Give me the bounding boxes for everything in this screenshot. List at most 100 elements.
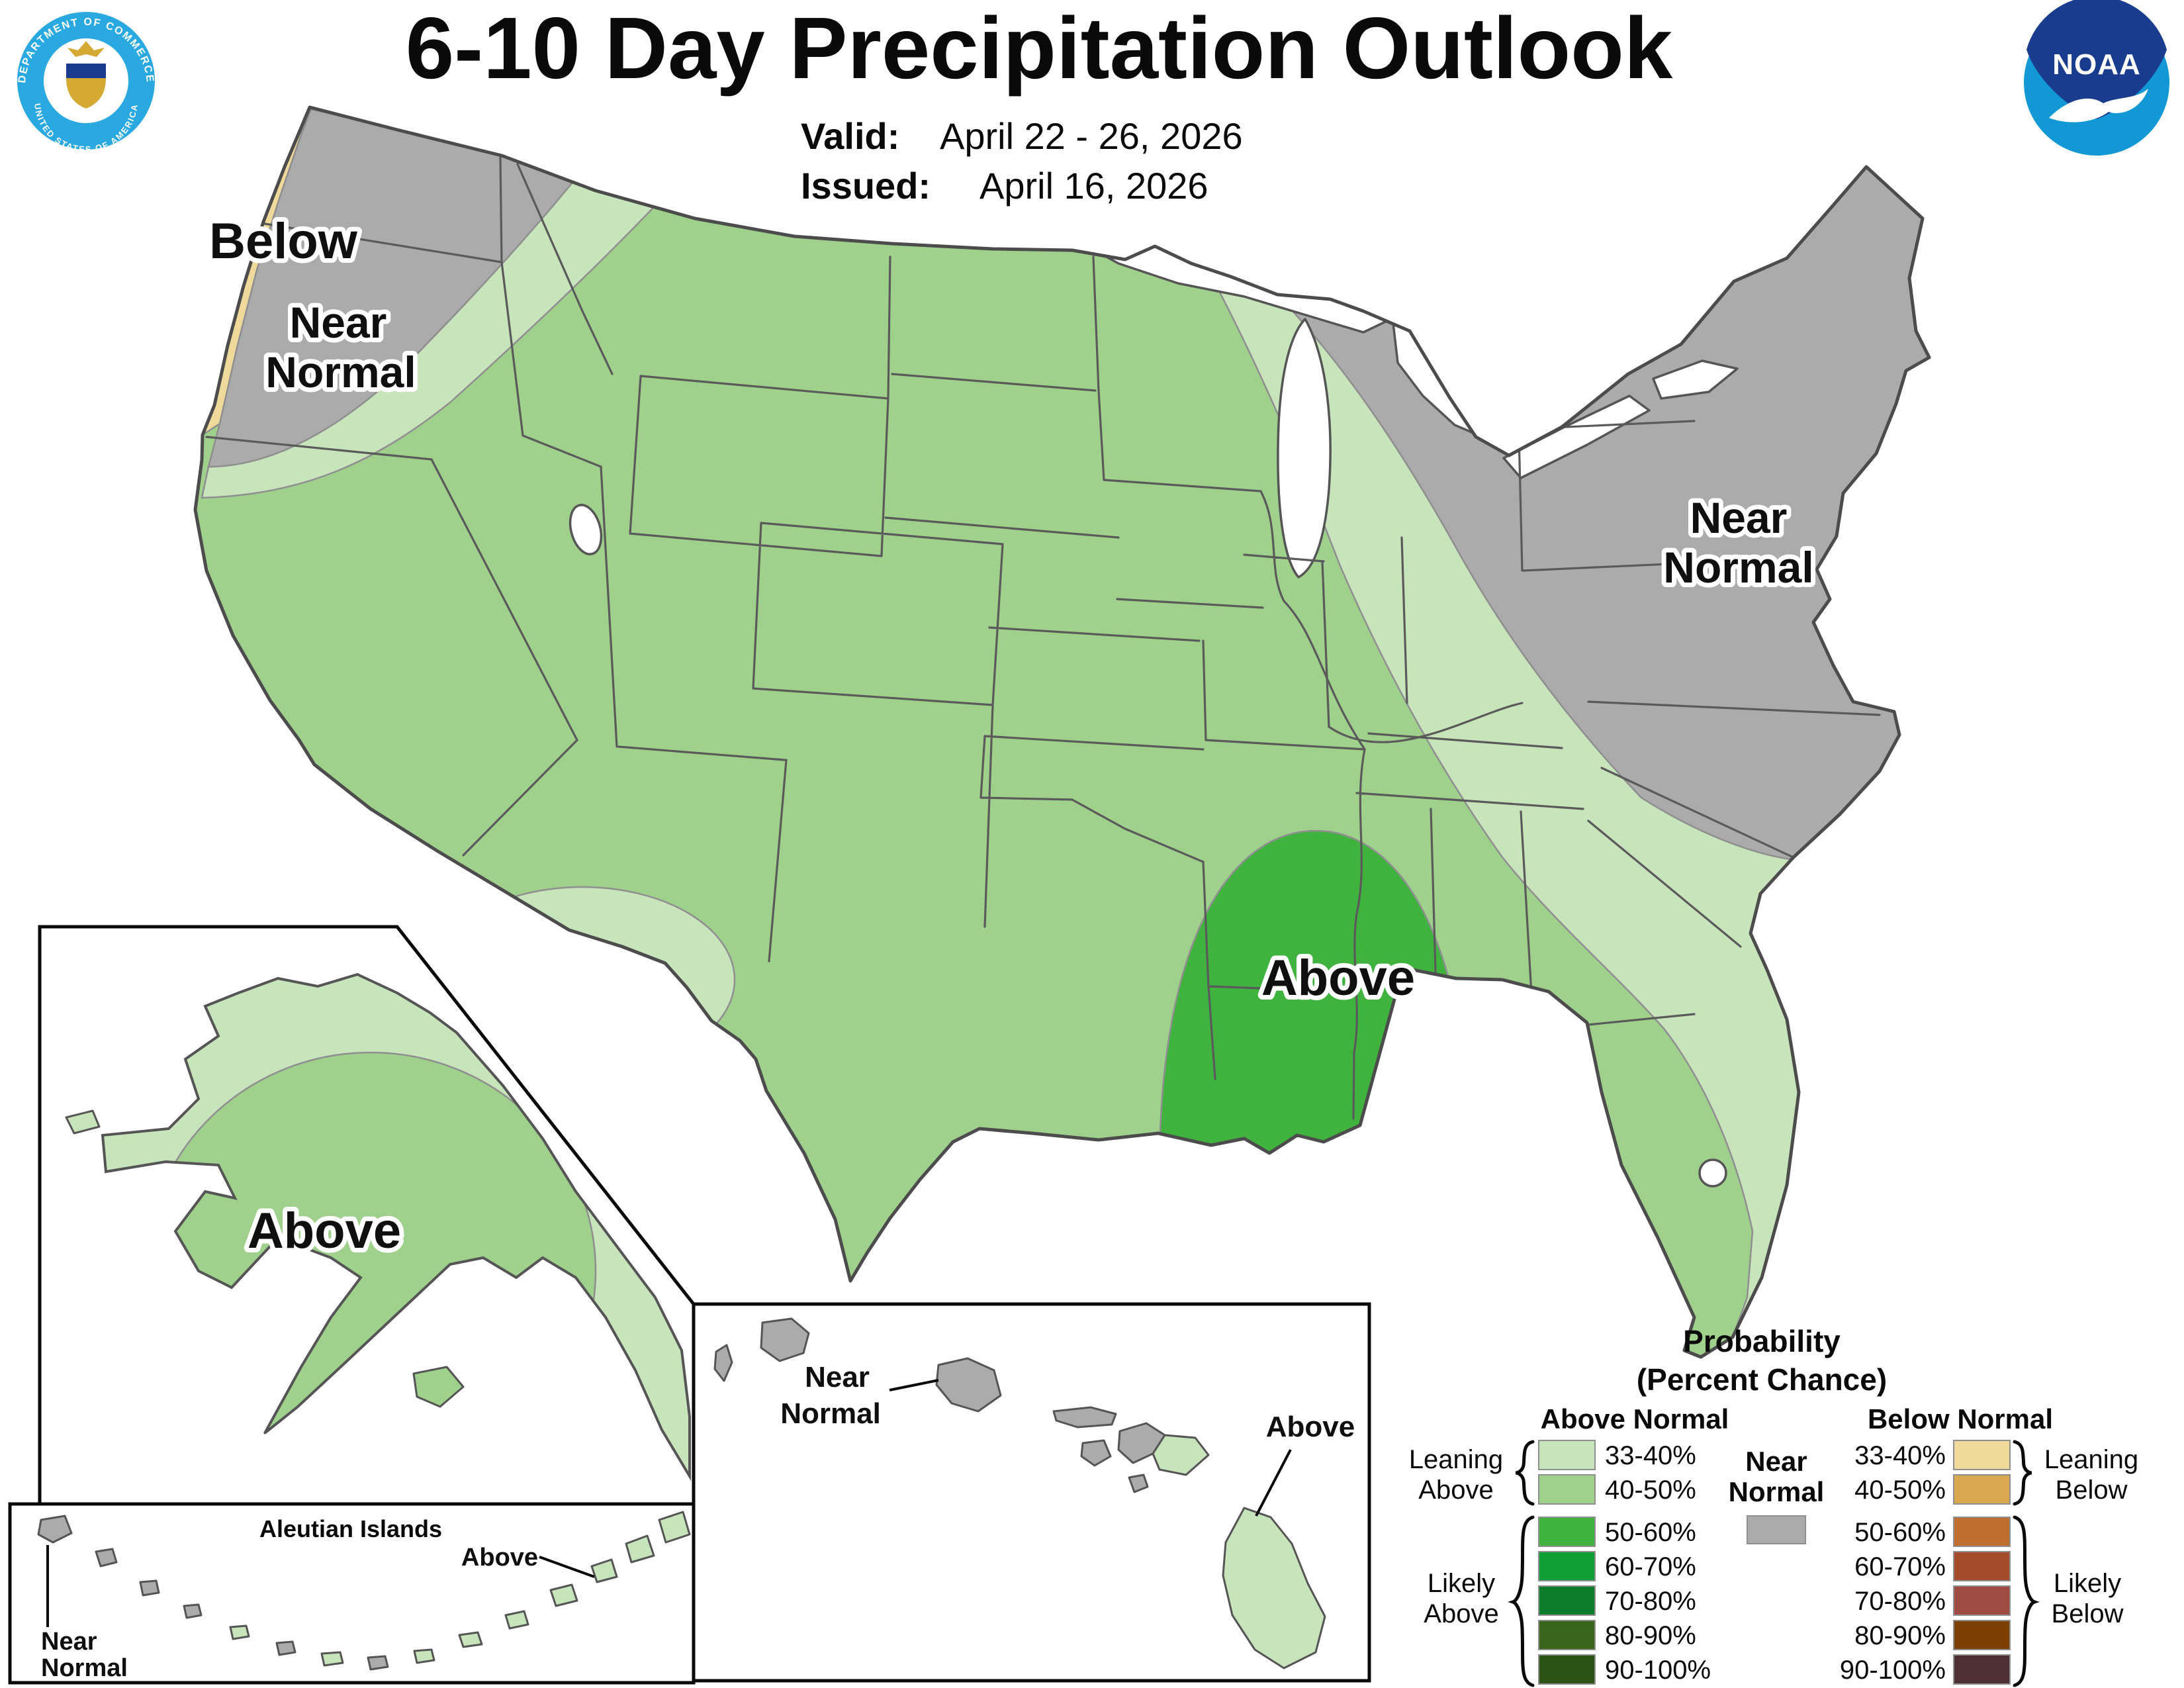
above-range-4: 70-80%	[1605, 1587, 1696, 1616]
below-range-1: 40-50%	[1854, 1476, 1946, 1505]
oahu-island	[935, 1357, 1002, 1413]
label-aleutian-above: Above	[461, 1544, 538, 1571]
legend-above-header: Above Normal	[1541, 1403, 1729, 1434]
maui-east	[1152, 1434, 1210, 1476]
aleutian-island	[139, 1579, 160, 1597]
great-salt-lake	[569, 504, 603, 555]
above-range-3: 60-70%	[1605, 1552, 1696, 1581]
valid-label: Valid:	[801, 115, 899, 157]
legend-title-line2: (Percent Chance)	[1637, 1362, 1887, 1397]
label-aleutian-title: Aleutian Islands	[259, 1515, 442, 1542]
region-nw-near-normal	[207, 108, 576, 468]
below-range-3: 60-70%	[1854, 1552, 1946, 1581]
above-range-0: 33-40%	[1605, 1441, 1696, 1470]
page-title: 6-10 Day Precipitation Outlook	[406, 0, 1673, 97]
hawaii-big-island	[1222, 1507, 1326, 1669]
label-hawaii-near-line2: Normal	[780, 1397, 881, 1430]
below-range-4: 70-80%	[1854, 1587, 1946, 1616]
aleutian-islands-chain	[37, 1511, 691, 1671]
below-swatch-80-90	[1953, 1620, 2011, 1650]
doc-seal-shield-chief	[66, 64, 106, 78]
below-swatch-60-70	[1953, 1551, 2011, 1581]
hawaii-inset: Near Normal Above	[692, 1302, 1371, 1683]
above-range-5: 80-90%	[1605, 1621, 1696, 1650]
noaa-logo-fan	[2026, 0, 2167, 119]
above-swatch-50-60	[1538, 1517, 1596, 1547]
below-swatch-70-80	[1953, 1585, 2011, 1616]
valid-value: April 22 - 26, 2026	[940, 115, 1243, 157]
kauai-island	[760, 1317, 810, 1362]
legend-below-swatches: 33-40% 40-50% 50-60% 60-70% 70-80% 80-90…	[1840, 1440, 2011, 1685]
label-nw-below: Below	[209, 213, 358, 269]
legend-likely-above-line1: Likely	[1428, 1569, 1495, 1598]
legend-above-swatches: 33-40% 40-50% 50-60% 60-70% 70-80% 80-90…	[1538, 1440, 1711, 1685]
leaning-above-brace	[1515, 1440, 1535, 1506]
kahoolawe-island	[1128, 1474, 1149, 1493]
issued-value: April 16, 2026	[979, 165, 1208, 207]
aleutian-island	[275, 1640, 296, 1656]
aleutian-island	[549, 1583, 578, 1607]
likely-below-brace	[2013, 1515, 2040, 1687]
aleutian-island	[183, 1603, 203, 1619]
doc-seal-eagle	[68, 41, 105, 57]
label-ne-near-line2: Normal	[1663, 543, 1813, 592]
below-swatch-40-50	[1953, 1474, 2011, 1505]
aleutian-island	[504, 1610, 529, 1630]
legend-likely-below-line1: Likely	[2054, 1569, 2121, 1598]
aleutian-above-pointer	[539, 1556, 595, 1578]
legend-below-header: Below Normal	[1868, 1403, 2053, 1434]
label-nw-near-line2: Normal	[265, 348, 416, 397]
lake-okeechobee	[1698, 1158, 1727, 1188]
aleutian-island-west	[37, 1515, 73, 1544]
above-swatch-40-50	[1538, 1474, 1596, 1505]
legend-likely-below-line2: Below	[2052, 1599, 2124, 1628]
aleutian-island	[95, 1548, 118, 1568]
label-south-above: Above	[1261, 950, 1415, 1006]
above-swatch-70-80	[1538, 1585, 1596, 1616]
aleutian-island	[320, 1651, 344, 1667]
aleutian-island	[590, 1558, 618, 1583]
above-range-6: 90-100%	[1605, 1656, 1711, 1685]
aleutian-island-east	[658, 1511, 691, 1544]
molokai-island	[1052, 1406, 1117, 1429]
legend-near-line1: Near	[1745, 1446, 1807, 1477]
label-ne-near-line1: Near	[1690, 493, 1788, 542]
above-swatch-33-40	[1538, 1440, 1596, 1470]
label-hawaii-above: Above	[1266, 1411, 1355, 1443]
aleutian-island	[458, 1631, 483, 1648]
legend-near-line2: Normal	[1729, 1476, 1825, 1507]
below-swatch-50-60	[1953, 1517, 2011, 1547]
aleutian-inset: Aleutian Islands Near Normal Above	[8, 1502, 696, 1685]
near-normal-swatch	[1747, 1515, 1806, 1544]
doc-commerce-seal: DEPARTMENT OF COMMERCE UNITED STATES OF …	[17, 12, 155, 154]
aleutian-island	[229, 1624, 250, 1640]
aleutian-island	[625, 1534, 655, 1564]
issued-label: Issued:	[801, 165, 931, 207]
legend-leaning-above-line2: Above	[1418, 1476, 1493, 1505]
lanai-island	[1080, 1439, 1112, 1467]
label-hawaii-near-line1: Near	[805, 1361, 870, 1393]
legend-likely-above-line2: Above	[1424, 1599, 1498, 1628]
lake-michigan	[1277, 318, 1332, 579]
legend-title-line1: Probability	[1683, 1324, 1841, 1358]
leaning-below-brace	[2013, 1440, 2032, 1506]
legend: Probability (Percent Chance) Above Norma…	[1409, 1324, 2138, 1687]
above-range-2: 50-60%	[1605, 1518, 1696, 1547]
legend-leaning-below-line1: Leaning	[2044, 1445, 2138, 1474]
legend-leaning-above-line1: Leaning	[1409, 1445, 1503, 1474]
label-aleutian-near-line1: Near	[41, 1628, 97, 1656]
hawaii-above-pointer	[1255, 1449, 1292, 1517]
kodiak-island	[412, 1366, 465, 1408]
alaska-inset: Above	[38, 925, 696, 1506]
aleutian-island	[367, 1655, 389, 1671]
below-range-2: 50-60%	[1854, 1518, 1946, 1547]
hawaii-near-pointer	[889, 1379, 939, 1391]
aleutian-island	[413, 1648, 435, 1664]
above-swatch-90-100	[1538, 1654, 1596, 1685]
label-aleutian-near-line2: Normal	[41, 1654, 128, 1682]
above-swatch-80-90	[1538, 1620, 1596, 1650]
below-range-0: 33-40%	[1854, 1441, 1946, 1470]
state-boundaries	[205, 156, 1881, 1120]
